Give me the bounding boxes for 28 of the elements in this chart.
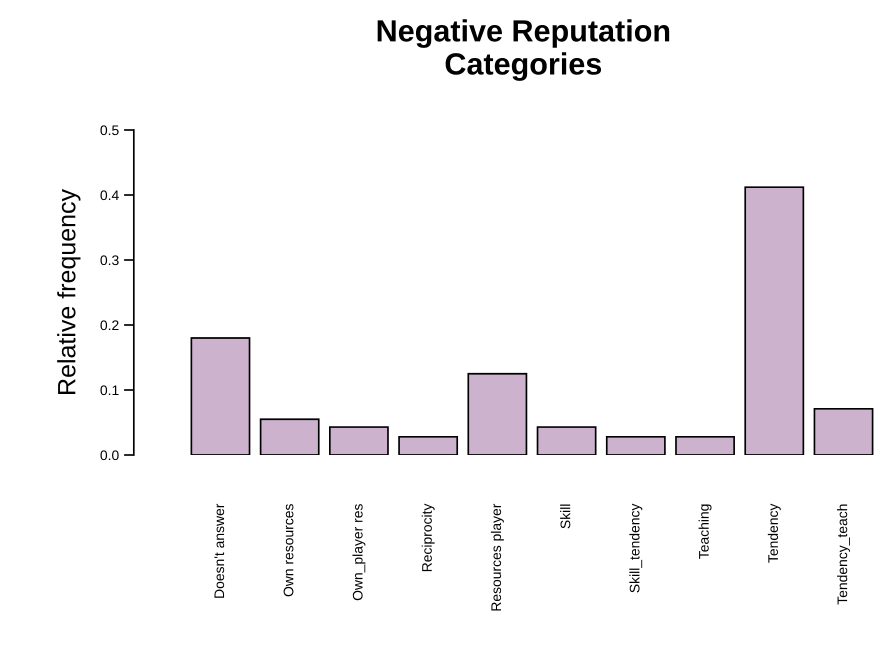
x-tick-label: Reciprocity (422, 504, 435, 572)
bar (675, 436, 735, 455)
bar (467, 372, 528, 455)
y-tick-label: 0.3 (100, 255, 119, 266)
bar (536, 426, 597, 455)
x-tick-label: Own_player res (352, 504, 366, 600)
x-tick-label: Doesn't answer (214, 504, 224, 598)
y-tick-label: 0.0 (100, 450, 119, 460)
y-tick-label: 0.4 (100, 190, 119, 200)
bar (398, 436, 458, 455)
y-tick-label: 0.1 (100, 385, 119, 396)
x-tick-label: Skill_tendency (629, 504, 642, 593)
x-tick-label: Teaching (698, 504, 712, 559)
x-tick-label: Skill (560, 504, 570, 528)
bar (744, 186, 804, 455)
bar (329, 426, 389, 455)
y-tick-label: 0.2 (100, 320, 119, 330)
x-tick-label: Tendency_teach (837, 504, 850, 604)
bar (814, 408, 874, 455)
y-axis-title: Relative frequency (57, 189, 80, 394)
bar (606, 436, 666, 455)
y-tick-label: 0.5 (100, 125, 119, 136)
chart-title: Negative Reputation Categories (378, 19, 670, 81)
bar (260, 418, 320, 455)
x-tick-label: Own resources (284, 504, 294, 596)
x-tick-label: Resources player (490, 504, 504, 611)
x-tick-label: Tendency (768, 504, 781, 563)
bar (190, 337, 250, 455)
